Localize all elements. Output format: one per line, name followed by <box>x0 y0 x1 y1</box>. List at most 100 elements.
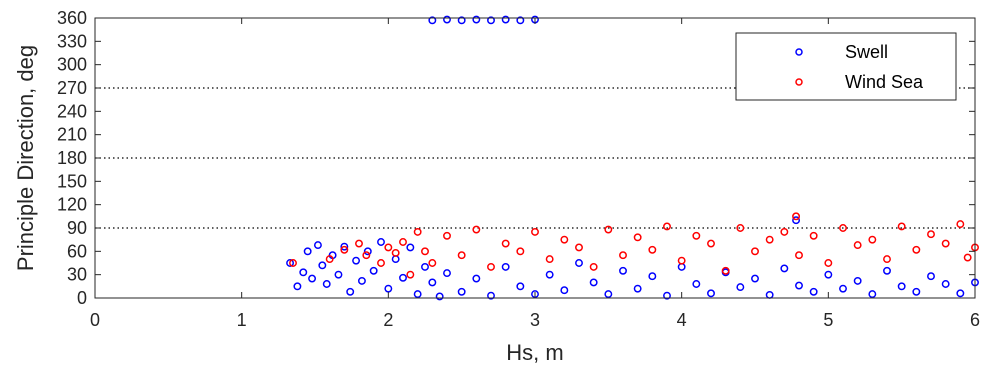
swell-point <box>413 290 422 299</box>
wind-sea-point <box>589 262 598 271</box>
wind-sea-point <box>927 230 935 239</box>
wind-sea-point <box>545 255 554 264</box>
swell-point <box>487 16 495 25</box>
wind-sea-point <box>692 231 701 240</box>
swell-point <box>560 286 569 295</box>
y-tick-label: 120 <box>57 195 87 215</box>
swell-point <box>883 266 891 275</box>
wind-sea-point <box>355 239 363 248</box>
swell-point <box>318 261 327 270</box>
wind-sea-point <box>963 253 972 262</box>
wind-sea-point <box>428 259 437 267</box>
swell-point <box>516 282 525 291</box>
wind-sea-point <box>912 245 921 254</box>
wind-sea-point <box>377 259 385 267</box>
wind-sea-point <box>956 220 965 229</box>
swell-point <box>428 16 437 25</box>
wind-sea-point <box>853 241 862 250</box>
wind-sea-point <box>575 243 583 252</box>
swell-point <box>575 259 583 267</box>
swell-point <box>303 247 312 256</box>
y-axis: 0 30 60 90 120 150 180 210 240 270 300 330 360 <box>57 8 975 308</box>
y-tick-label: 90 <box>67 218 87 238</box>
legend: Swell Wind Sea <box>735 32 957 101</box>
wind-sea-point <box>633 233 642 242</box>
wind-sea-point <box>406 270 415 279</box>
swell-point <box>286 259 295 267</box>
swell-point <box>516 16 525 25</box>
wind-sea-point <box>399 238 407 246</box>
swell-point <box>912 287 921 296</box>
swell-point <box>619 266 627 275</box>
swell-point <box>308 274 317 283</box>
legend-swell-marker <box>795 48 803 56</box>
y-tick-label: 300 <box>57 55 87 75</box>
swell-point <box>472 15 481 24</box>
legend-wind-sea-label: Wind Sea <box>845 72 924 92</box>
swell-point <box>589 278 598 287</box>
swell-point <box>457 16 466 25</box>
swell-point <box>751 274 759 283</box>
swell-point <box>824 270 833 279</box>
wind-sea-point <box>362 251 371 260</box>
x-tick-label: 2 <box>383 310 393 330</box>
legend-box <box>735 32 957 101</box>
x-tick-label: 6 <box>970 310 980 330</box>
wind-sea-point <box>677 256 686 265</box>
swell-point <box>299 268 308 277</box>
wind-sea-point <box>325 255 334 264</box>
x-tick-label: 0 <box>90 310 100 330</box>
wind-sea-point <box>648 245 657 254</box>
swell-point <box>457 287 466 296</box>
swell-point <box>604 290 613 299</box>
swell-point <box>780 264 789 273</box>
wind-sea-point <box>721 266 730 275</box>
wind-sea-point <box>941 239 950 248</box>
wind-sea-point <box>487 262 495 271</box>
y-tick-label: 150 <box>57 171 87 191</box>
swell-point <box>795 281 803 290</box>
swell-point <box>363 247 372 256</box>
swell-point <box>406 243 415 252</box>
y-tick-label: 180 <box>57 148 87 168</box>
x-tick-label: 5 <box>823 310 833 330</box>
wind-sea-point <box>897 222 906 231</box>
swell-point <box>809 287 818 296</box>
wind-sea-point <box>619 251 627 260</box>
swell-point <box>384 284 393 293</box>
swell-point <box>472 274 481 283</box>
swell-point <box>941 280 950 288</box>
wind-sea-point <box>868 235 877 244</box>
swell-point <box>692 280 701 288</box>
wind-sea-point <box>707 239 715 248</box>
swell-point <box>293 282 302 291</box>
swell-point <box>487 291 495 300</box>
wind-sea-point <box>340 245 349 254</box>
wind-sea-point <box>663 222 671 231</box>
x-tick-label: 4 <box>677 310 687 330</box>
y-tick-label: 330 <box>57 31 87 51</box>
swell-point <box>322 280 331 288</box>
wind-sea-point <box>443 231 451 240</box>
swell-point <box>839 284 847 293</box>
swell-point <box>633 284 642 293</box>
swell-point <box>334 270 343 279</box>
swell-point <box>545 270 554 279</box>
x-axis: 0 1 2 3 4 5 6 <box>90 18 980 330</box>
swell-point <box>357 276 366 285</box>
x-tick-label: 1 <box>237 310 247 330</box>
y-tick-label: 270 <box>57 78 87 98</box>
swell-point <box>927 272 935 281</box>
wind-sea-point <box>501 239 510 248</box>
swell-point <box>313 241 322 250</box>
swell-point <box>377 238 385 246</box>
swell-point <box>897 282 906 291</box>
wind-sea-point <box>824 259 833 267</box>
wind-sea-point <box>809 231 818 240</box>
wind-sea-point <box>751 247 759 256</box>
swell-point <box>346 287 355 296</box>
legend-wind-sea-marker <box>795 78 803 86</box>
data-points <box>286 15 979 301</box>
wind-sea-point <box>531 227 539 236</box>
